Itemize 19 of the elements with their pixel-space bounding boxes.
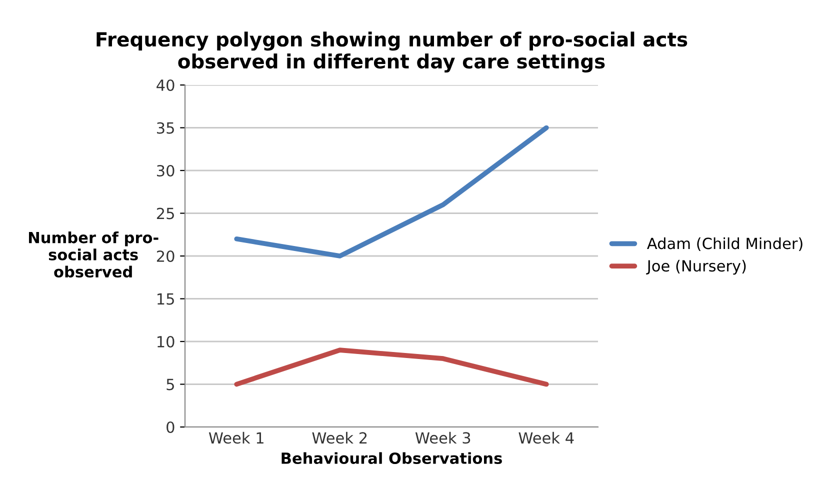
legend-label: Adam (Child Minder)	[647, 237, 802, 252]
y-tick-label: 25	[156, 208, 174, 220]
y-axis-title: Number of pro- social acts observed	[28, 232, 158, 278]
y-tick-label: 0	[166, 421, 174, 434]
y-tick-label: 15	[158, 293, 174, 305]
y-tick-label: 10	[158, 336, 174, 348]
x-tick-label: Week 4	[518, 432, 574, 444]
x-tick-label: Week 3	[415, 432, 470, 444]
line-series	[234, 125, 549, 258]
y-tick-label: 30	[157, 164, 174, 177]
x-axis-title: Behavioural Observations	[282, 452, 502, 464]
x-tick-label: Week 1	[208, 432, 264, 444]
chart-title: Frequency polygon showing number of pro-social acts observed in different day care settings	[96, 32, 688, 73]
y-tick-label: 20	[156, 250, 174, 262]
y-tick-label: 35	[157, 122, 174, 134]
y-tick-label: 5	[166, 378, 174, 390]
legend-label: Joe (Nursery)	[646, 260, 746, 275]
y-tick-label: 40	[156, 79, 174, 92]
x-tick-label: Week 2	[312, 432, 367, 444]
